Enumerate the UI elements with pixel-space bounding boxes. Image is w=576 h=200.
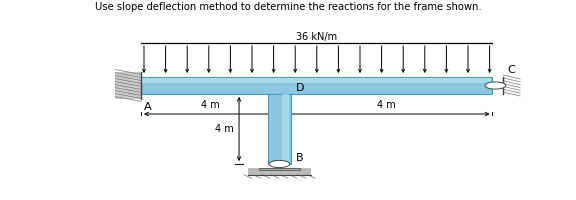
Bar bbox=[142, 78, 491, 83]
Text: C: C bbox=[507, 65, 514, 75]
Text: D: D bbox=[295, 83, 304, 93]
Text: 4 m: 4 m bbox=[201, 100, 219, 110]
Text: A: A bbox=[144, 102, 151, 112]
Text: 4 m: 4 m bbox=[377, 100, 395, 110]
Text: B: B bbox=[295, 153, 303, 163]
Text: 36 kN/m: 36 kN/m bbox=[296, 32, 338, 42]
Bar bbox=[141, 77, 492, 94]
Text: 4 m: 4 m bbox=[214, 124, 233, 134]
Circle shape bbox=[269, 160, 290, 168]
Bar bbox=[282, 94, 289, 164]
Bar bbox=[115, 72, 141, 99]
Bar bbox=[268, 94, 291, 164]
Bar bbox=[259, 168, 300, 170]
Circle shape bbox=[485, 82, 506, 89]
Bar bbox=[248, 168, 311, 175]
Text: Use slope deflection method to determine the reactions for the frame shown.: Use slope deflection method to determine… bbox=[94, 2, 482, 12]
